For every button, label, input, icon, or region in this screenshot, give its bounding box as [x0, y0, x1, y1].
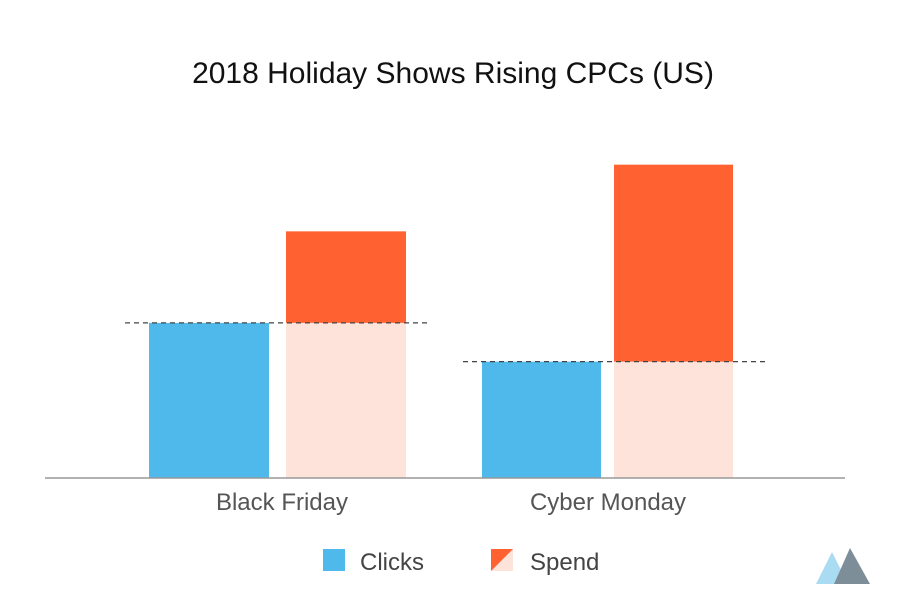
- bars-group: [125, 164, 767, 478]
- mountain-logo-icon: [816, 548, 870, 584]
- bar-spend: [286, 231, 406, 323]
- x-tick-label: Cyber Monday: [530, 489, 686, 516]
- legend-label-clicks: Clicks: [360, 549, 424, 576]
- bar-spend-base: [614, 361, 733, 478]
- bar-spend-base: [286, 322, 406, 478]
- legend-swatch-spend: [491, 549, 513, 571]
- legend-label-spend: Spend: [530, 549, 599, 576]
- bar-clicks: [482, 361, 601, 478]
- x-tick-label: Black Friday: [216, 489, 348, 516]
- bar-spend: [614, 164, 733, 362]
- legend-swatch-clicks: [323, 549, 345, 571]
- legend: Clicks Spend: [323, 549, 599, 576]
- chart-title: 2018 Holiday Shows Rising CPCs (US): [192, 57, 714, 90]
- bar-clicks: [149, 322, 269, 478]
